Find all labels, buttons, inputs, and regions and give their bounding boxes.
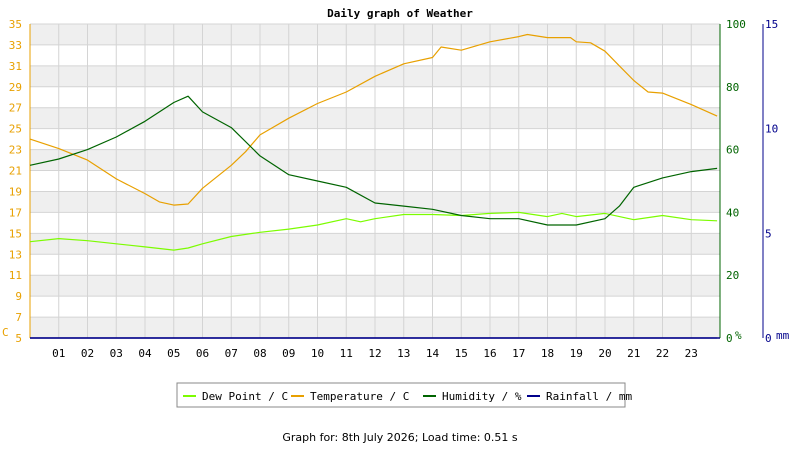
humidity-line — [29, 95, 718, 226]
rainfall-axis-ticks: 0 5 10 15 mm — [765, 18, 790, 345]
left-tick-label: 27 — [9, 102, 22, 115]
x-tick-label: 02 — [81, 347, 94, 360]
legend-label-dew-point: Dew Point / C — [202, 390, 288, 403]
x-tick-label: 19 — [570, 347, 583, 360]
humidity-tick-label: 60 — [726, 144, 739, 157]
x-tick-label: 17 — [512, 347, 525, 360]
humidity-tick-label: 40 — [726, 206, 739, 219]
left-tick-label: 11 — [9, 269, 22, 282]
humidity-tick-label: 100 — [726, 18, 746, 31]
left-tick-label: 9 — [15, 290, 22, 303]
x-tick-label: 03 — [110, 347, 123, 360]
rainfall-tick-label: 5 — [765, 227, 772, 240]
left-tick-label: 21 — [9, 165, 22, 178]
humidity-axis-ticks: 0 20 40 60 80 100% — [726, 18, 746, 345]
dew-point-line — [29, 211, 718, 251]
rainfall-tick-label: 15 — [765, 18, 778, 31]
x-tick-label: 21 — [627, 347, 640, 360]
left-tick-label: 5 — [15, 332, 22, 345]
legend: Dew Point / C Temperature / C Humidity / %… — [176, 382, 632, 408]
x-tick-label: 06 — [196, 347, 209, 360]
legend-box — [176, 382, 626, 408]
x-tick-label: 20 — [598, 347, 611, 360]
humidity-tick-label: 20 — [726, 269, 739, 282]
left-tick-label: 29 — [9, 81, 22, 94]
x-tick-label: 08 — [253, 347, 266, 360]
x-tick-label: 11 — [340, 347, 353, 360]
x-tick-label: 22 — [656, 347, 669, 360]
left-tick-label: 7 — [15, 311, 22, 324]
x-tick-label: 10 — [311, 347, 324, 360]
legend-label-humidity: Humidity / % — [442, 390, 522, 403]
left-tick-label: 19 — [9, 185, 22, 198]
x-tick-label: 16 — [483, 347, 496, 360]
chart-title: Daily graph of Weather — [327, 7, 473, 20]
x-tick-label: 09 — [282, 347, 295, 360]
legend-label-rainfall: Rainfall / mm — [546, 390, 632, 403]
left-tick-label: 23 — [9, 144, 22, 157]
x-tick-label: 05 — [167, 347, 180, 360]
left-tick-label: 35 — [9, 18, 22, 31]
x-tick-label: 04 — [138, 347, 152, 360]
x-tick-label: 12 — [368, 347, 381, 360]
legend-label-temperature: Temperature / C — [310, 390, 409, 403]
left-tick-label: 33 — [9, 39, 22, 52]
rainfall-tick-label: 0 — [765, 332, 772, 345]
grid-lines — [30, 23, 720, 339]
humidity-tick-label: 80 — [726, 81, 739, 94]
left-tick-label: 25 — [9, 123, 22, 136]
x-tick-label: 01 — [52, 347, 65, 360]
left-tick-label: 13 — [9, 248, 22, 261]
x-tick-label: 15 — [455, 347, 468, 360]
left-tick-label: 17 — [9, 206, 22, 219]
left-axis-ticks: 5 7 9 11 13 15 17 19 21 23 25 27 29 31 33 35 C — [2, 18, 22, 345]
humidity-axis-unit: % — [735, 329, 742, 342]
left-tick-label: 31 — [9, 60, 22, 73]
footer-status: Graph for: 8th July 2026; Load time: 0.5… — [282, 431, 518, 444]
x-tick-label: 13 — [397, 347, 410, 360]
temperature-line — [29, 33, 718, 206]
humidity-tick-label: 0 — [726, 332, 733, 345]
left-axis-unit: C — [2, 326, 9, 339]
series-lines — [29, 33, 718, 339]
x-tick-label: 18 — [541, 347, 554, 360]
x-tick-label: 07 — [225, 347, 238, 360]
rainfall-tick-label: 10 — [765, 123, 778, 136]
rainfall-axis-unit: mm — [776, 329, 790, 342]
left-tick-label: 15 — [9, 227, 22, 240]
x-axis-ticks: 01 02 03 04 05 06 07 08 09 10 11 12 13 14 15 16 17 18 19 20… — [52, 347, 698, 360]
x-tick-label: 23 — [685, 347, 698, 360]
x-tick-label: 14 — [426, 347, 440, 360]
